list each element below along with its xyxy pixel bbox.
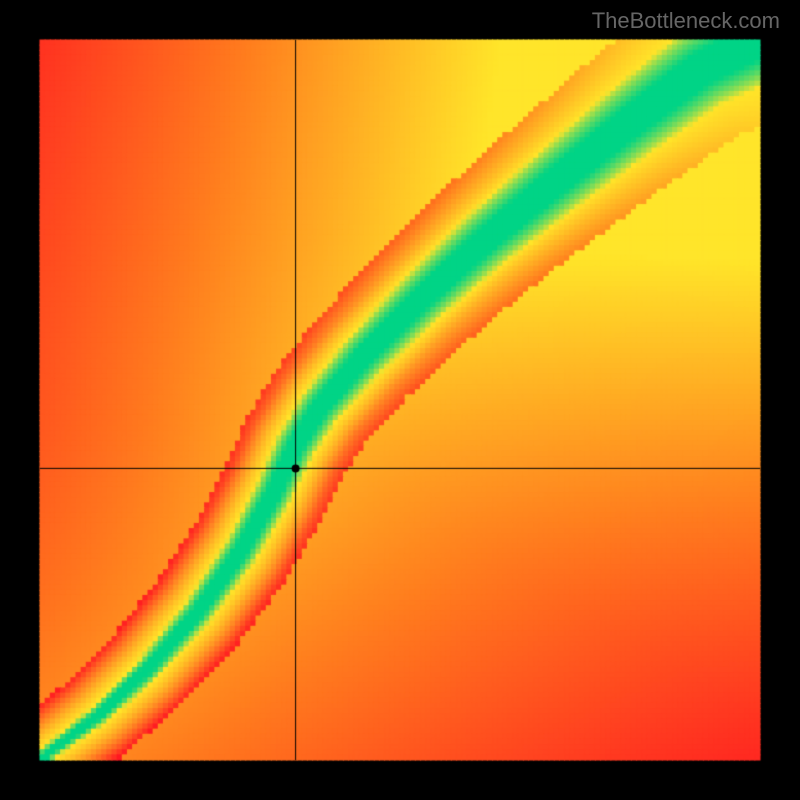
heatmap-canvas: [0, 0, 800, 800]
watermark-text: TheBottleneck.com: [592, 8, 780, 34]
chart-container: TheBottleneck.com: [0, 0, 800, 800]
